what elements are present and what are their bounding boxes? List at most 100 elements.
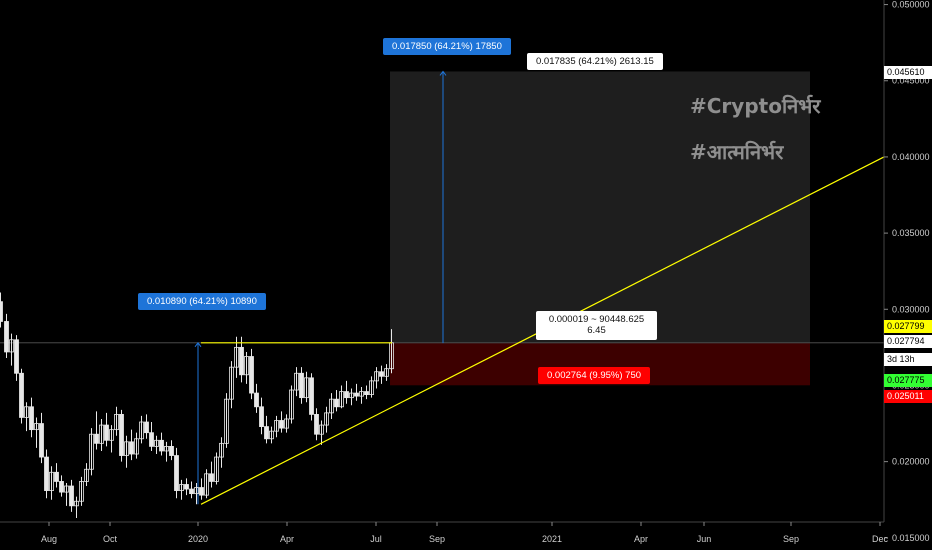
candle-body	[129, 441, 134, 455]
candle-body	[189, 488, 194, 495]
candle-body	[369, 380, 374, 395]
candle-body	[314, 414, 319, 435]
stop-zone-label[interactable]: 0.002764 (9.95%) 750	[538, 367, 651, 385]
candle-body	[319, 424, 324, 435]
candle-body	[259, 406, 264, 427]
time-tick-label: 2020	[188, 534, 208, 544]
time-tick-label: 2021	[542, 534, 562, 544]
candle-body	[49, 471, 54, 491]
candle-body	[9, 339, 14, 353]
candle-body	[204, 473, 209, 496]
candle-body	[364, 391, 369, 395]
candle-body	[144, 421, 149, 434]
candle-body	[264, 426, 269, 440]
time-tick-label: Jun	[697, 534, 712, 544]
time-tick-label: Oct	[103, 534, 118, 544]
price-tag: 0.027775	[884, 374, 932, 387]
candle-body	[19, 372, 24, 418]
price-tag: 0.027794	[884, 335, 932, 348]
candle-body	[24, 406, 29, 418]
price-tick-label: 0.050000	[892, 0, 930, 10]
candle-body	[59, 481, 64, 493]
candle-body	[279, 420, 284, 429]
candle-body	[44, 456, 49, 491]
candle-body	[184, 484, 189, 490]
price-tick-label: 0.035000	[892, 228, 930, 238]
hashtag-crypto-nirbhar: #Cryptoनिर्भर	[690, 94, 821, 118]
candle-body	[34, 423, 39, 431]
candle-body	[194, 487, 199, 495]
price-tag: 0.025011	[884, 390, 932, 403]
candle-body	[164, 445, 169, 452]
candle-body	[349, 392, 354, 399]
candle-body	[64, 485, 69, 493]
candle-body	[244, 356, 249, 376]
candle-body	[354, 392, 359, 397]
risk-reward-label[interactable]: 0.000019 ~ 90448.625 6.45	[536, 311, 657, 340]
price-tick-label: 0.015000	[892, 533, 930, 543]
time-tick-label: Apr	[634, 534, 648, 544]
target-measure-arrowhead	[439, 70, 447, 76]
candle-body	[99, 424, 104, 444]
time-tick-label: Dec	[872, 534, 889, 544]
candle-body	[79, 481, 84, 502]
target-zone-label[interactable]: 0.017835 (64.21%) 2613.15	[527, 53, 663, 71]
time-tick-label: Jul	[370, 534, 382, 544]
candle-body	[214, 456, 219, 482]
early-measure-label[interactable]: 0.010890 (64.21%) 10890	[138, 293, 266, 311]
candle-body	[169, 445, 174, 456]
time-tick-label: Sep	[783, 534, 799, 544]
candle-body	[54, 471, 59, 482]
time-tick-label: Apr	[280, 534, 294, 544]
hashtag-atmanirbhar: #आत्मनिर्भर	[690, 140, 784, 164]
candle-body	[109, 429, 114, 441]
risk-reward-line2: 6.45	[587, 325, 606, 337]
price-tick-label: 0.020000	[892, 457, 930, 467]
price-tick-label: 0.045000	[892, 76, 930, 86]
candle-body	[344, 391, 349, 399]
candle-body	[114, 414, 119, 431]
price-tag: 3d 13h	[884, 353, 932, 366]
candle-body	[234, 346, 239, 368]
candle-body	[134, 438, 139, 455]
candle-body	[284, 418, 289, 429]
candle-body	[154, 439, 159, 447]
time-tick-label: Sep	[429, 534, 445, 544]
risk-reward-line1: 0.000019 ~ 90448.625	[548, 314, 645, 325]
candle-body	[329, 398, 334, 414]
price-tick-label: 0.040000	[892, 152, 930, 162]
price-tag: 0.027799	[884, 320, 932, 333]
candle-body	[74, 500, 79, 507]
candle-body	[299, 372, 304, 399]
candle-body	[39, 423, 44, 458]
candle-body	[69, 485, 74, 507]
candle-body	[294, 372, 299, 391]
candle-body	[274, 420, 279, 432]
candle-body	[179, 484, 184, 491]
time-tick-label: Aug	[41, 534, 57, 544]
candle-body	[379, 371, 384, 377]
candle-body	[374, 371, 379, 382]
candle-body	[29, 406, 34, 431]
candle-body	[0, 301, 3, 322]
candle-body	[14, 339, 19, 374]
candle-body	[4, 321, 9, 353]
candle-body	[159, 439, 164, 452]
candle-body	[324, 412, 329, 426]
candle-body	[209, 473, 214, 482]
candle-body	[289, 389, 294, 420]
candle-body	[174, 455, 179, 491]
target-measure-label[interactable]: 0.017850 (64.21%) 17850	[383, 38, 511, 56]
candle-body	[104, 424, 109, 441]
early-measure-arrowhead	[194, 341, 202, 348]
candle-body	[309, 377, 314, 415]
profit-zone	[390, 71, 810, 344]
candle-body	[94, 433, 99, 444]
candle-body	[84, 468, 89, 482]
candle-body	[149, 432, 154, 447]
candle-body	[119, 414, 124, 456]
candle-body	[139, 421, 144, 440]
candle-body	[229, 366, 234, 400]
candle-body	[219, 442, 224, 458]
